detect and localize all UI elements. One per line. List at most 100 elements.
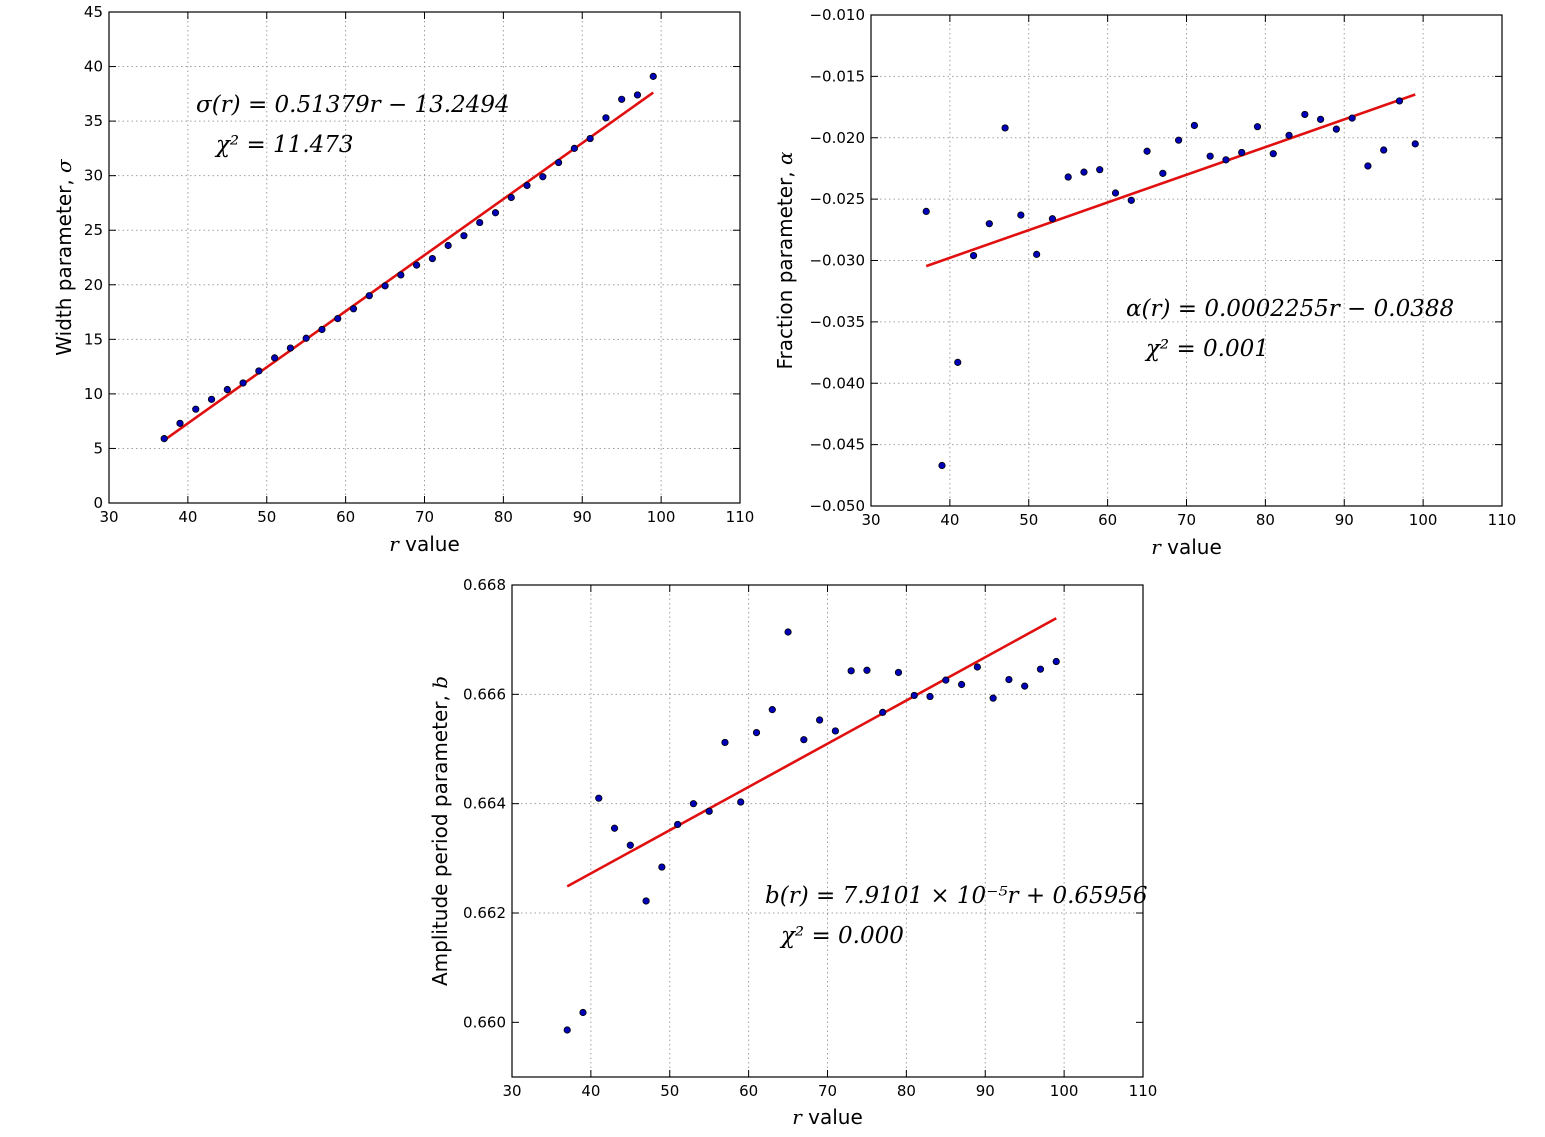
fraction-data-point <box>1017 211 1025 219</box>
width-data-point <box>176 419 184 427</box>
width-data-point <box>491 209 500 217</box>
width-x-tick-label: 110 <box>726 508 755 526</box>
amplitude-x-tick-label: 40 <box>581 1082 600 1100</box>
fraction-data-point <box>1190 121 1198 130</box>
width-data-point <box>602 114 610 122</box>
amplitude-y-tick-label: 0.662 <box>463 904 506 922</box>
fraction-x-axis-variable: r <box>1151 535 1162 559</box>
amplitude-fit-equation: b(r) = 7.9101 × 10⁻⁵r + 0.65956 <box>765 883 1148 909</box>
fraction-fit-chi-squared: χ² = 0.001 <box>1144 336 1269 362</box>
fraction-data-point <box>1238 148 1246 157</box>
fraction-y-tick-label: −0.020 <box>809 129 865 147</box>
fraction-chart-x-axis-label: r value <box>1151 535 1222 559</box>
width-x-axis-text: value <box>399 532 460 556</box>
amplitude-x-axis-text: value <box>802 1105 863 1129</box>
fraction-data-point <box>1348 114 1356 122</box>
width-y-tick-label: 20 <box>84 276 103 294</box>
width-data-point <box>334 315 342 323</box>
fraction-data-point <box>1175 136 1183 144</box>
width-x-tick-label: 60 <box>336 508 355 526</box>
amplitude-x-tick-label: 110 <box>1129 1082 1158 1100</box>
amplitude-data-point <box>910 691 918 700</box>
fraction-data-point <box>1301 110 1309 119</box>
width-data-point <box>239 379 247 387</box>
width-chart-frame <box>108 11 741 504</box>
width-y-axis-variable: σ <box>52 158 76 173</box>
amplitude-y-tick-label: 0.668 <box>463 576 506 594</box>
width-fit-equation: σ(r) = 0.51379r − 13.2494 <box>196 92 510 118</box>
width-y-axis-text: Width parameter, <box>52 173 76 356</box>
amplitude-y-tick-label: 0.664 <box>463 795 506 813</box>
fraction-chart-points <box>922 97 1419 470</box>
width-x-tick-label: 70 <box>415 508 434 526</box>
amplitude-x-tick-label: 90 <box>976 1082 995 1100</box>
fraction-x-tick-label: 70 <box>1177 511 1196 529</box>
amplitude-data-point <box>926 692 934 701</box>
width-data-point <box>318 325 326 334</box>
width-data-point <box>633 91 642 99</box>
amplitude-data-point <box>689 800 698 808</box>
amplitude-data-point <box>800 736 808 744</box>
width-data-point <box>207 395 216 403</box>
amplitude-data-point <box>831 727 839 735</box>
width-x-tick-label: 90 <box>573 508 592 526</box>
amplitude-chart-frame <box>511 584 1144 1078</box>
width-chart-x-axis-label: r value <box>389 532 460 556</box>
fraction-data-point <box>1143 147 1151 155</box>
amplitude-x-tick-label: 30 <box>502 1082 521 1100</box>
width-y-tick-label: 30 <box>84 167 103 185</box>
fraction-x-tick-label: 50 <box>1019 511 1038 529</box>
width-data-point <box>428 254 436 263</box>
amplitude-x-tick-label: 60 <box>739 1082 758 1100</box>
width-x-tick-label: 30 <box>99 508 118 526</box>
width-data-point <box>223 385 231 394</box>
amplitude-x-tick-label: 70 <box>818 1082 837 1100</box>
width-y-tick-label: 45 <box>84 3 103 21</box>
fraction-data-point <box>938 461 946 470</box>
width-data-point <box>618 95 626 103</box>
width-data-point <box>539 173 547 181</box>
amplitude-data-point <box>942 676 950 684</box>
width-chart-ticks: 30 40 50 60 70 80 90 100 110 0 5 10 15 20 25 30 35 40 45 <box>84 3 754 526</box>
fraction-y-tick-label: −0.010 <box>809 6 865 24</box>
amplitude-data-point <box>1005 675 1013 684</box>
fraction-data-point <box>922 207 930 215</box>
amplitude-data-point <box>957 680 966 689</box>
fraction-data-point <box>1127 196 1135 204</box>
width-x-tick-label: 100 <box>647 508 676 526</box>
width-data-point <box>302 334 310 342</box>
fraction-x-tick-label: 60 <box>1098 511 1117 529</box>
amplitude-data-point <box>658 863 666 871</box>
amplitude-y-tick-label: 0.666 <box>463 685 506 703</box>
fraction-data-point <box>1285 131 1293 139</box>
amplitude-data-point <box>1052 657 1060 666</box>
fraction-chart-grid <box>871 15 1502 506</box>
fraction-chart-y-axis-label: Fraction parameter, α <box>773 151 797 370</box>
amplitude-x-axis-variable: r <box>792 1105 803 1129</box>
fraction-y-tick-label: −0.045 <box>809 436 865 454</box>
fraction-x-tick-label: 110 <box>1488 511 1517 529</box>
fraction-x-tick-label: 90 <box>1335 511 1354 529</box>
amplitude-data-point <box>610 824 619 832</box>
width-data-point <box>460 232 468 240</box>
width-data-point <box>365 292 373 300</box>
width-data-point <box>255 367 263 375</box>
fraction-data-point <box>1206 152 1214 160</box>
width-y-tick-label: 15 <box>84 330 103 348</box>
width-y-tick-label: 10 <box>84 385 103 403</box>
amplitude-data-point <box>1036 665 1045 673</box>
fraction-x-tick-label: 100 <box>1409 511 1438 529</box>
amplitude-chart-y-axis-label: Amplitude period parameter, b <box>428 676 452 986</box>
fraction-data-point <box>1001 124 1009 132</box>
width-data-point <box>586 134 594 143</box>
amplitude-data-point <box>595 794 603 802</box>
fraction-data-point <box>1159 169 1167 177</box>
width-y-tick-label: 35 <box>84 112 103 130</box>
amplitude-x-tick-label: 80 <box>897 1082 916 1100</box>
fraction-data-point <box>1380 146 1388 154</box>
width-data-point <box>192 405 200 413</box>
width-y-tick-label: 25 <box>84 221 103 239</box>
fraction-data-point <box>1395 97 1404 105</box>
amplitude-data-point <box>894 668 903 677</box>
